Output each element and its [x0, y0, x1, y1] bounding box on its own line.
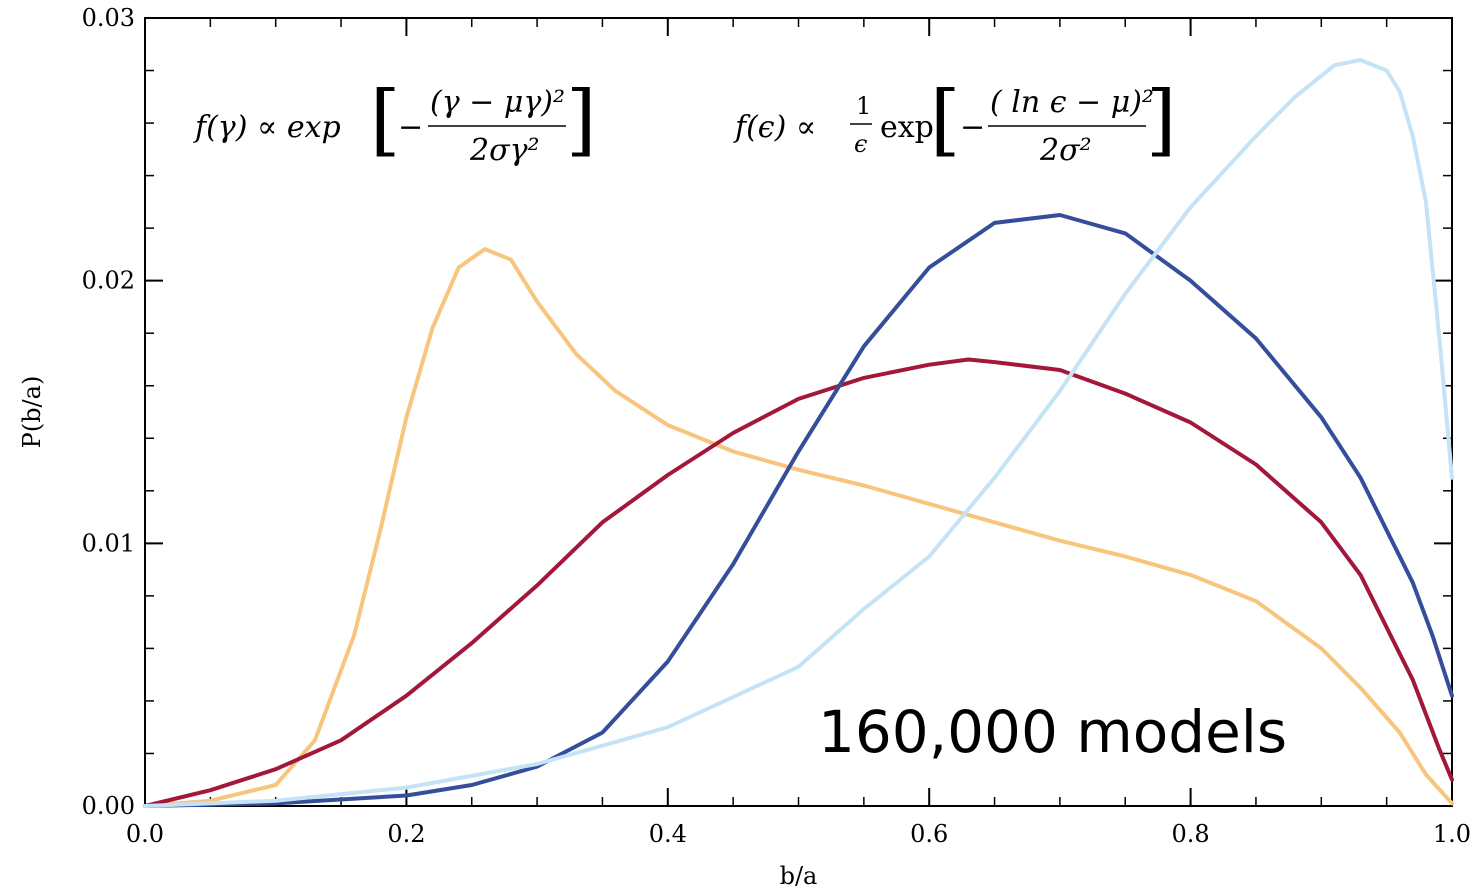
formula-epsilon-bracket-left: [ — [930, 75, 960, 165]
x-tick-label: 0.2 — [387, 820, 425, 848]
series-layer — [143, 58, 1454, 808]
x-tick-label: 0.8 — [1172, 820, 1210, 848]
formula-gamma-denominator: 2σγ² — [469, 133, 540, 168]
formula-gamma-lhs: f(γ) ∝ exp — [193, 110, 341, 145]
axes-layer: 0.0 0.2 0.4 0.6 0.8 1.0 0.00 0.01 0.02 0.03 b/a P(b… — [18, 4, 1471, 890]
formula-epsilon-lhs: f(ϵ) ∝ — [733, 110, 816, 145]
series-line-4 — [143, 58, 1454, 808]
y-tick-label: 0.03 — [82, 4, 135, 32]
formula-epsilon-denominator: 2σ² — [1039, 133, 1092, 168]
formula-epsilon-prefactor-num: 1 — [856, 92, 871, 120]
y-tick-label: 0.00 — [82, 792, 135, 820]
formula-epsilon-minus: − — [960, 110, 985, 145]
series-line-3 — [143, 213, 1454, 808]
x-axis-title: b/a — [780, 862, 818, 890]
x-tick-label: 0.6 — [910, 820, 948, 848]
formula-epsilon-numerator: ( ln ϵ − μ)² — [990, 85, 1154, 120]
models-count-annotation: 160,000 models — [818, 698, 1287, 766]
y-tick-label: 0.02 — [82, 267, 135, 295]
formula-gamma: f(γ) ∝ exp [ − (γ − μγ)² 2σγ² ] — [193, 75, 596, 168]
x-tick-label: 0.0 — [126, 820, 164, 848]
formula-epsilon-exp: exp — [880, 110, 934, 145]
formula-gamma-numerator: (γ − μγ)² — [430, 85, 565, 120]
formula-gamma-bracket-right: ] — [566, 75, 596, 165]
formula-gamma-minus: − — [398, 110, 423, 145]
formula-epsilon-bracket-right: ] — [1146, 75, 1176, 165]
x-tick-label: 1.0 — [1433, 820, 1471, 848]
formula-epsilon: f(ϵ) ∝ 1 ϵ exp [ − ( ln ϵ − μ)² 2σ² ] — [733, 75, 1176, 168]
y-tick-label: 0.01 — [82, 529, 135, 557]
formula-gamma-bracket-left: [ — [370, 75, 400, 165]
series-line-1 — [143, 247, 1454, 808]
formula-epsilon-prefactor-den: ϵ — [854, 130, 867, 158]
series-line-2 — [143, 357, 1454, 808]
y-axis-title: P(b/a) — [18, 376, 46, 449]
x-tick-label: 0.4 — [649, 820, 687, 848]
